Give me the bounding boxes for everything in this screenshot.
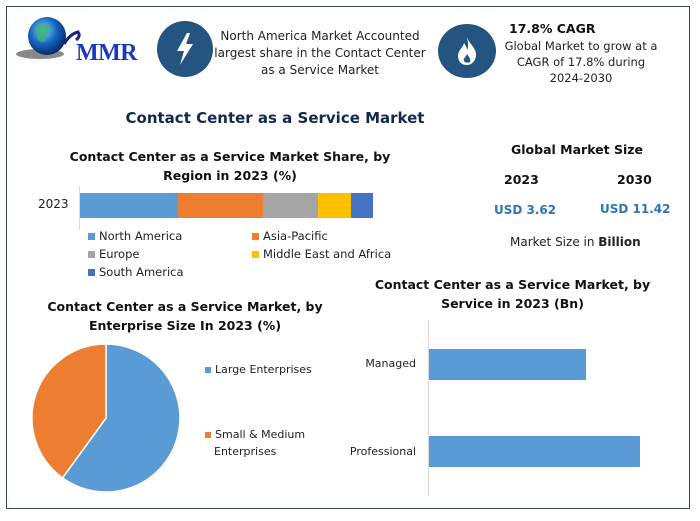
service-label-managed: Managed [365,357,416,370]
market-size-year-2030: 2030 [617,172,652,187]
highlight-icon-circle [438,24,496,78]
legend-north-america: North America [88,229,182,243]
legend-swatch [252,250,259,258]
legend-swatch [205,366,211,373]
cagr-text: Global Market to grow at a CAGR of 17.8%… [504,39,658,85]
service-chart-title: Contact Center as a Service Market, by S… [374,277,651,311]
legend-swatch [88,268,95,276]
legend-swatch [252,232,259,240]
service-bar-professional [429,436,640,467]
bar-segment-asia-pacific [177,193,263,218]
bar-segment-north-america [80,193,178,218]
market-size-value-2030: USD 11.42 [600,202,671,216]
legend-swatch [205,431,211,438]
legend-mea: Middle East and Africa [252,247,391,261]
page-title: Contact Center as a Service Market [125,109,425,127]
market-size-value-2023: USD 3.62 [494,203,557,217]
region-bar-year-label: 2023 [38,197,69,211]
enterprise-chart-title: Contact Center as a Service Market, by E… [47,299,323,333]
service-chart-axis [428,320,429,496]
globe-icon [16,17,81,59]
legend-swatch [88,232,95,240]
bar-segment-mea [317,193,351,218]
highlight-icon-circle [157,21,213,77]
legend-south-america: South America [88,265,184,279]
pie-slice-large-enterprises [61,343,181,493]
region-stacked-bar [80,193,373,218]
region-chart-axis [79,186,80,230]
brand-name: MMR [76,40,138,66]
legend-large-enterprises: Large Enterprises [205,363,312,376]
highlight-north-america: North America Market Accounted largest s… [214,29,426,77]
market-size-unit-note: Market Size in Billion [510,235,641,249]
region-chart-title: Contact Center as a Service Market Share… [69,149,391,183]
brand-logo: MMR [14,14,140,70]
market-size-year-2023: 2023 [504,172,539,187]
cagr-title: 17.8% CAGR [509,21,596,36]
bar-segment-south-america [351,193,373,218]
pie-slice-sme [31,343,107,479]
legend-asia-pacific: Asia-Pacific [252,229,328,243]
legend-sme-line2: Enterprises [214,445,277,458]
service-bar-managed [429,349,586,380]
service-label-professional: Professional [349,445,416,458]
market-size-title: Global Market Size [511,142,644,157]
lightning-bolt-icon [177,33,193,65]
legend-europe: Europe [88,247,139,261]
enterprise-pie-chart [31,343,181,493]
legend-swatch [88,250,95,258]
legend-sme: Small & Medium [205,428,305,441]
bar-segment-europe [262,193,318,218]
flame-icon [458,37,477,65]
